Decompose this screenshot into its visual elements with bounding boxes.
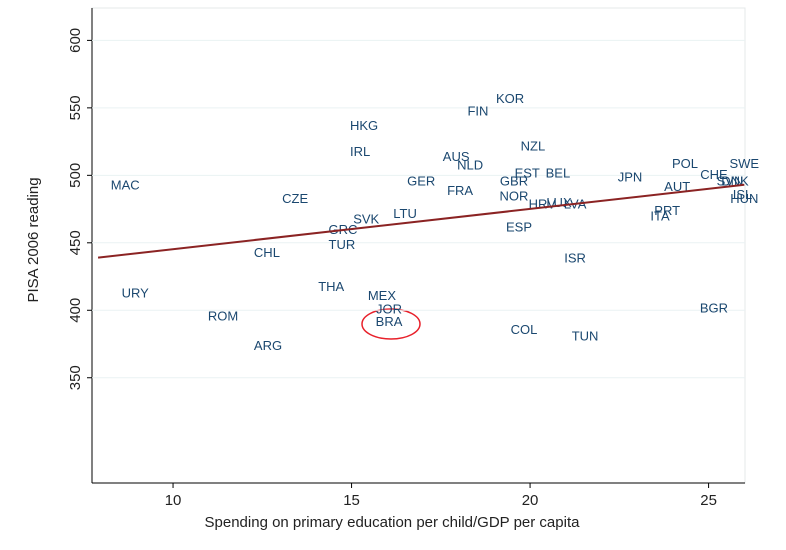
- point-label: PRT: [654, 203, 680, 218]
- point-label: ARG: [254, 338, 282, 353]
- point-label: NLD: [457, 157, 483, 172]
- point-label: FRA: [447, 183, 473, 198]
- point-label: MAC: [111, 178, 140, 193]
- point-label: NOR: [500, 188, 529, 203]
- y-tick-label: 350: [67, 365, 84, 390]
- y-tick-label: 450: [67, 230, 84, 255]
- point-label: JOR: [376, 302, 402, 317]
- point-label: AUT: [664, 179, 690, 194]
- point-label: JPN: [618, 169, 643, 184]
- point-label: ROM: [208, 308, 238, 323]
- y-axis-label: PISA 2006 reading: [25, 177, 42, 302]
- point-label: SWE: [729, 156, 759, 171]
- point-label: AUS: [443, 149, 470, 164]
- point-label: BRA: [376, 314, 403, 329]
- point-label: GBR: [500, 174, 528, 189]
- point-label: CHL: [254, 245, 280, 260]
- plot-area: [91, 7, 746, 484]
- point-label: NZL: [521, 138, 546, 153]
- point-label: ISR: [564, 250, 586, 265]
- point-label: POL: [672, 156, 698, 171]
- y-tick-label: 600: [67, 28, 84, 53]
- point-label: CHE: [700, 167, 728, 182]
- point-label: HUN: [730, 191, 758, 206]
- point-label: MEX: [368, 288, 397, 303]
- point-label: TUR: [329, 237, 356, 252]
- point-label: BGR: [700, 300, 728, 315]
- x-axis-label: Spending on primary education per child/…: [205, 514, 581, 531]
- fit-line: [97, 183, 745, 259]
- y-tick-label: 400: [67, 298, 84, 323]
- point-label: IRL: [350, 144, 370, 159]
- point-label: CZE: [282, 191, 308, 206]
- point-label: ISL: [733, 187, 753, 202]
- point-label: THA: [318, 279, 344, 294]
- y-tick-label: 550: [67, 95, 84, 120]
- point-label: KOR: [496, 91, 524, 106]
- x-tick-label: 10: [165, 492, 182, 509]
- point-label: FIN: [467, 103, 488, 118]
- point-label: GER: [407, 174, 435, 189]
- highlight-ellipse: [361, 308, 421, 340]
- point-label: TUN: [572, 329, 599, 344]
- point-label: LTU: [393, 206, 417, 221]
- x-tick-label: 25: [700, 492, 717, 509]
- point-label: BEL: [546, 165, 571, 180]
- point-label: COL: [511, 322, 538, 337]
- y-tick-label: 500: [67, 163, 84, 188]
- point-label: HKG: [350, 118, 378, 133]
- point-label: URY: [122, 286, 150, 301]
- point-label: EST: [515, 165, 540, 180]
- x-tick-label: 15: [343, 492, 360, 509]
- point-label: SVK: [353, 211, 379, 226]
- point-label: ITA: [650, 209, 670, 224]
- x-tick-label: 20: [522, 492, 539, 509]
- point-label: ESP: [506, 219, 532, 234]
